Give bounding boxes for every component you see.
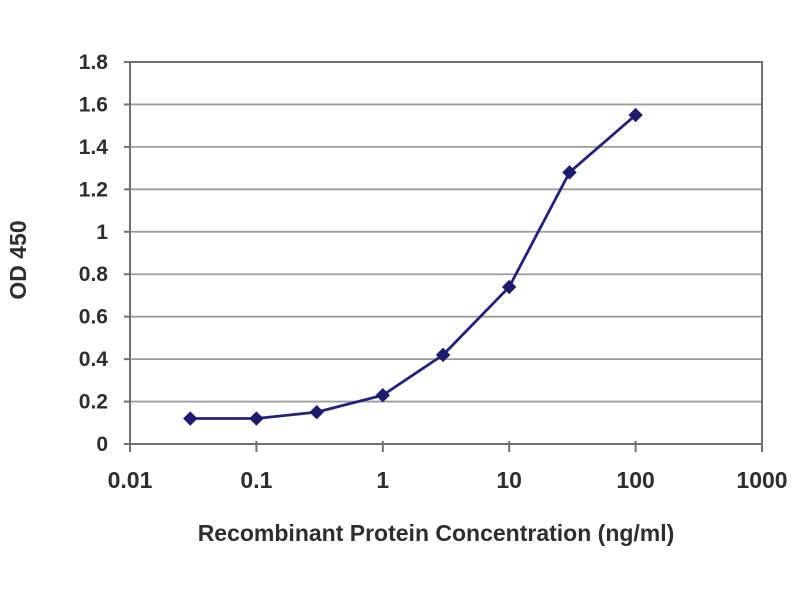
y-tick-label: 1.4 [79, 136, 109, 159]
y-tick-label: 0.2 [79, 391, 108, 414]
data-point-marker [309, 404, 324, 420]
y-axis-title: OD 450 [5, 220, 31, 299]
data-point-marker [501, 279, 517, 295]
y-tick-label: 1.2 [79, 178, 108, 201]
y-tick-label: 0.8 [79, 263, 109, 286]
data-point-marker [183, 411, 198, 426]
data-point-markers [183, 107, 643, 426]
y-tick-label: 0.6 [79, 306, 108, 329]
y-tick-label: 0.4 [79, 348, 109, 371]
data-point-marker [628, 107, 643, 123]
x-tick-label: 1000 [736, 467, 787, 493]
plot-border [129, 61, 763, 445]
data-point-marker [562, 165, 577, 180]
data-point-marker [249, 411, 264, 426]
y-tick-label: 1.6 [79, 93, 108, 116]
data-point-marker [375, 387, 391, 403]
y-tick-label: 1 [96, 221, 108, 244]
y-tick-label: 1.8 [79, 51, 109, 74]
x-tick-label: 0.01 [108, 467, 153, 493]
x-tick-label: 1 [376, 467, 389, 493]
data-series-line [190, 113, 637, 420]
data-point-marker [435, 347, 451, 363]
axis-ticks [124, 61, 763, 452]
gridlines [130, 61, 762, 445]
x-axis-tick-labels: 0.01 0.1 1 10 100 1000 [108, 467, 788, 493]
x-tick-label: 100 [616, 467, 654, 493]
y-axis-tick-labels: 0 0.2 0.4 0.6 0.8 1 1.2 1.4 1.6 1.8 [79, 51, 109, 456]
x-tick-label: 10 [496, 467, 522, 493]
x-axis-title: Recombinant Protein Concentration (ng/ml… [198, 520, 675, 546]
y-tick-label: 0 [96, 433, 108, 456]
x-tick-label: 0.1 [240, 467, 272, 493]
series-line [190, 113, 637, 420]
